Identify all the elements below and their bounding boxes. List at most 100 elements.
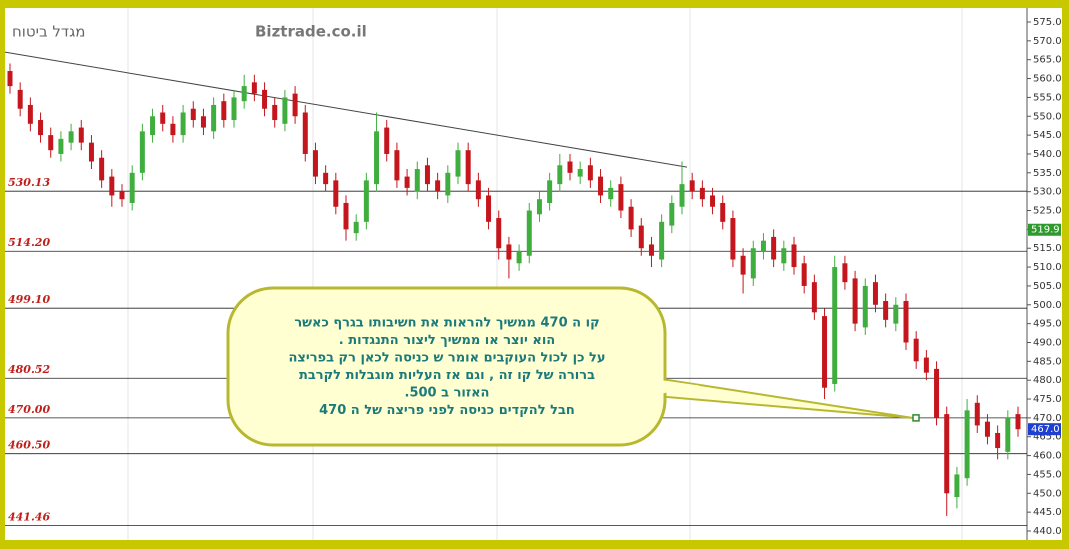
candle-body <box>791 244 797 268</box>
candle-body <box>526 210 532 256</box>
candle-body <box>262 89 268 109</box>
candle-body <box>587 165 593 181</box>
callout-pointer-cover <box>660 380 700 394</box>
candle-body <box>872 282 878 305</box>
y-tick-label: 560.0 <box>1033 74 1062 85</box>
grid-group: 440.0 445.0 450.0 455.0 460.0 465.0 470.0 475.0… <box>4 17 1062 537</box>
y-tick-label: 495.0 <box>1033 319 1062 330</box>
y-tick-label: 475.0 <box>1033 394 1062 405</box>
candle-body <box>292 93 298 117</box>
candle-body <box>139 131 145 173</box>
y-tick-label: 450.0 <box>1033 488 1062 499</box>
candle-body <box>211 104 217 132</box>
candle-body <box>475 180 481 200</box>
candle-body <box>404 176 410 188</box>
candle-body <box>465 150 471 185</box>
candle-body <box>170 123 176 136</box>
level-label: 514.20 <box>8 236 50 249</box>
candle-body <box>659 221 665 260</box>
candle-body <box>160 112 166 124</box>
candle-body <box>343 202 349 230</box>
candle-body <box>771 236 777 260</box>
marks-group <box>7 63 1021 516</box>
y-tick-label: 565.0 <box>1033 55 1062 66</box>
candle-body <box>648 244 654 256</box>
candle-body <box>679 184 685 207</box>
candle-body <box>38 120 44 136</box>
candle-body <box>272 104 278 121</box>
level-label: 530.13 <box>8 176 50 189</box>
annotation-line: הוא יוצר או ממשיך ליצור התנגדות . <box>339 333 555 348</box>
candle-body <box>241 86 247 102</box>
y-tick-label: 440.0 <box>1033 526 1062 537</box>
candle-body <box>455 150 461 177</box>
candle-body <box>129 172 135 203</box>
candle-body <box>99 157 105 181</box>
price-marker <box>1028 423 1061 436</box>
vertical-grid <box>127 8 963 540</box>
candle-body <box>995 432 1001 449</box>
y-tick-label: 445.0 <box>1033 507 1062 518</box>
candle-body <box>190 108 196 121</box>
candle-body <box>394 150 400 181</box>
candle-body <box>424 165 430 185</box>
plot-background <box>5 8 1062 540</box>
target-marker <box>912 414 920 422</box>
candle-body <box>699 187 705 200</box>
candle-body <box>557 165 563 185</box>
candle-body <box>934 368 940 418</box>
candle-body <box>750 248 756 279</box>
candle-body <box>17 89 23 109</box>
candle-body <box>251 82 257 94</box>
candle-body <box>88 142 94 162</box>
annotation-line: ברורה של קו זה , וגם אז העליות מוגבלות ל… <box>299 368 595 383</box>
level-label: 441.46 <box>8 510 50 523</box>
candle-body <box>1015 414 1021 430</box>
y-tick-label: 460.0 <box>1033 451 1062 462</box>
candle-body <box>445 172 451 196</box>
y-tick-label: 485.0 <box>1033 356 1062 367</box>
y-tick-label: 500.0 <box>1033 300 1062 311</box>
candle-body <box>638 225 644 249</box>
candle-body <box>954 474 960 498</box>
candle-body <box>740 255 746 275</box>
level-label: 480.52 <box>8 363 50 376</box>
candle-body <box>7 71 13 87</box>
candle-body <box>720 202 726 222</box>
candle-body <box>78 127 84 143</box>
candle-body <box>119 191 125 200</box>
y-tick-label: 540.0 <box>1033 149 1062 160</box>
candle-body <box>669 202 675 226</box>
candle-body <box>577 169 583 177</box>
candle-body <box>547 180 553 203</box>
candle-body <box>903 301 909 343</box>
candle-body <box>923 357 929 373</box>
price-marker <box>1028 223 1061 236</box>
candle-body <box>180 112 186 136</box>
price-marker-label: 467.0 <box>1031 424 1060 435</box>
candle-body <box>506 244 512 260</box>
candle-body <box>333 180 339 207</box>
candle-body <box>58 138 64 154</box>
candle-body <box>852 278 858 324</box>
y-tick-label: 505.0 <box>1033 281 1062 292</box>
y-tick-label: 455.0 <box>1033 469 1062 480</box>
annotation-line: קו ה 470 ממשיך להראות את חשיבותו בגרף כא… <box>294 316 599 331</box>
candle-body <box>710 195 716 207</box>
y-tick-label: 545.0 <box>1033 130 1062 141</box>
chart-subtitle: Biztrade.co.il <box>255 23 367 41</box>
candle-body <box>536 199 542 215</box>
candle-body <box>628 206 634 230</box>
annotation-line: חבל להקדים כניסה לפני פריצה של ה 470 <box>319 403 575 418</box>
candle-body <box>221 101 227 121</box>
candle-body <box>842 263 848 283</box>
y-tick-label: 525.0 <box>1033 206 1062 217</box>
y-tick-label: 570.0 <box>1033 36 1062 47</box>
candle-body <box>781 248 787 264</box>
candle-body <box>832 267 838 384</box>
candle-body <box>883 301 889 320</box>
candle-body <box>323 172 329 185</box>
candle-body <box>68 131 74 143</box>
candle-body <box>801 263 807 286</box>
candle-body <box>414 169 420 192</box>
